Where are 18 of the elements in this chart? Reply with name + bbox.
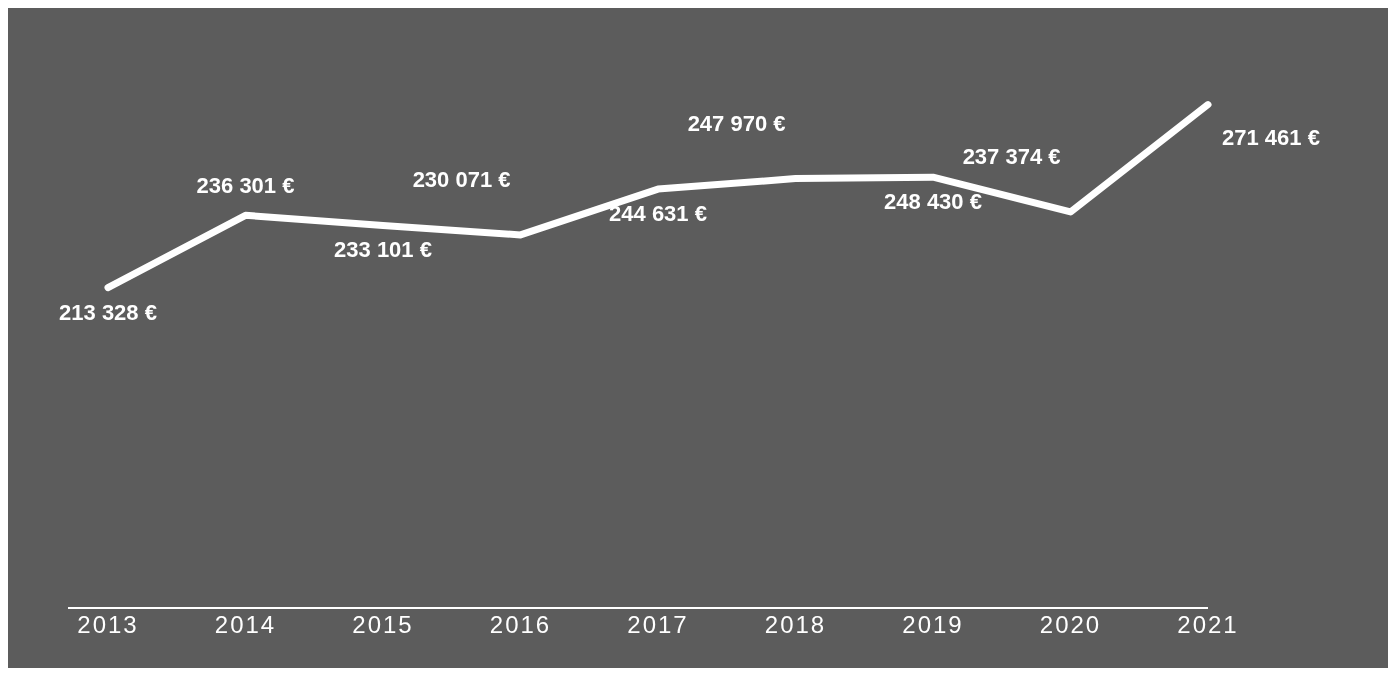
data-label: 247 970 € [687,110,786,136]
x-tick-label: 2016 [489,611,552,639]
x-tick-label: 2014 [214,611,277,639]
x-tick-label: 2019 [902,611,964,639]
data-label: 248 430 € [884,189,982,215]
data-label: 244 631 € [609,201,707,227]
data-label: 233 101 € [334,237,432,263]
data-label: 213 328 € [59,299,157,325]
x-tick-label: 2015 [352,611,414,639]
x-tick-label: 2018 [764,611,827,639]
x-tick-label: 2017 [627,611,689,639]
data-label: 230 071 € [412,166,511,192]
x-tick-label: 2021 [1177,611,1239,639]
x-tick-label: 2013 [77,611,139,639]
data-label: 237 374 € [962,143,1061,169]
data-label: 236 301 € [196,173,295,199]
data-label: 271 461 € [1222,124,1320,150]
x-tick-label: 2020 [1039,611,1102,639]
